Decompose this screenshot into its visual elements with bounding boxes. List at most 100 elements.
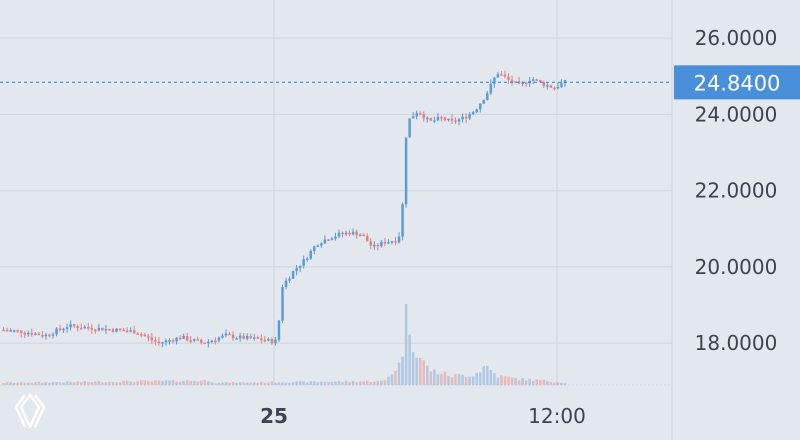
volume-bar (185, 380, 189, 385)
volume-bar (553, 382, 556, 385)
price-line-layer: 24.8400 (0, 65, 800, 100)
volume-bar (316, 382, 320, 385)
candle-body (330, 238, 334, 241)
candle-body (58, 328, 62, 331)
volume-bar (132, 382, 136, 385)
volume-bar (486, 365, 489, 385)
volume-bar (41, 382, 44, 385)
candle-body (51, 334, 55, 336)
candle-body (408, 118, 411, 138)
candle-body (475, 109, 478, 113)
candle-body (341, 232, 344, 235)
volume-bar (471, 376, 475, 385)
candle-body (228, 333, 231, 336)
candle-body (140, 334, 143, 336)
candle-body (175, 337, 178, 342)
candle-body (422, 113, 425, 119)
volume-bar (302, 381, 305, 385)
volume-bar (210, 382, 214, 385)
candle-body (16, 330, 19, 332)
volume-bar (5, 382, 9, 385)
candle-body (62, 328, 65, 331)
candle-body (182, 335, 185, 339)
candle-body (500, 74, 503, 76)
candle-body (355, 231, 358, 236)
volume-bar (355, 382, 358, 385)
candle-body (76, 326, 79, 329)
volume-bar (404, 303, 408, 385)
candle-body (157, 341, 161, 344)
candle-body (164, 340, 168, 343)
volume-bar (228, 382, 231, 385)
candle-body (507, 76, 510, 80)
candle-body (539, 79, 542, 83)
candle-body (302, 259, 305, 266)
volume-bar (256, 382, 260, 385)
volume-bar (401, 356, 404, 385)
candle-body (44, 334, 48, 337)
candle-body (531, 79, 535, 81)
candle-body (224, 333, 228, 336)
volume-bar (150, 381, 154, 385)
volume-bar (450, 377, 454, 385)
candle-body (394, 241, 397, 243)
candle-body (479, 103, 482, 110)
candle-body (207, 341, 210, 344)
volume-bar (344, 380, 348, 385)
volume-bar (298, 381, 302, 385)
candle-body (192, 339, 196, 341)
candle-body (440, 116, 443, 119)
candle-body (295, 268, 298, 272)
volume-bar (203, 380, 207, 385)
volume-bar (380, 380, 383, 385)
candle-body (274, 339, 277, 344)
candle-body (90, 327, 94, 330)
candle-body (305, 258, 309, 261)
volume-bar (443, 371, 447, 385)
volume-bar (263, 382, 267, 385)
candle-body (253, 337, 256, 339)
diamond-logo-icon[interactable] (14, 393, 46, 429)
candle-body (147, 336, 150, 338)
volume-bar (224, 382, 228, 385)
candle-body (122, 329, 125, 332)
grid-layer (0, 0, 673, 440)
candle-body (436, 116, 440, 121)
candle-body (83, 326, 86, 329)
volume-bar (101, 382, 104, 385)
volume-bar (546, 381, 549, 385)
volume-bar (182, 381, 185, 385)
volume-bar (387, 376, 390, 385)
volume-bar (408, 334, 411, 385)
candle-body (344, 232, 348, 235)
candle-body (79, 328, 83, 330)
volume-bar (383, 380, 387, 385)
candle-body (373, 244, 376, 247)
volume-bar (390, 374, 394, 385)
volume-bar (461, 374, 464, 385)
candle-body (108, 328, 111, 331)
candle-body (298, 265, 302, 269)
volume-bar (104, 382, 108, 385)
candle-body (2, 329, 5, 332)
candle-body (563, 80, 567, 84)
candle-body (358, 234, 362, 237)
volume-bar (19, 381, 23, 385)
volume-bar (76, 381, 79, 385)
candle-body (168, 340, 171, 342)
volume-bar (2, 383, 5, 385)
y-tick-label: 22.0000 (695, 179, 778, 203)
volume-bar (97, 381, 101, 385)
volume-bar (129, 381, 132, 385)
candle-body (143, 334, 147, 337)
candle-body (503, 74, 507, 77)
volume-bar (143, 380, 147, 385)
y-tick-label: 26.0000 (695, 26, 778, 50)
volume-bar (136, 381, 139, 385)
volume-bar (154, 380, 157, 385)
candle-body (267, 338, 270, 341)
x-axis: 25 12:00 (260, 404, 586, 428)
volume-bar (108, 381, 111, 385)
